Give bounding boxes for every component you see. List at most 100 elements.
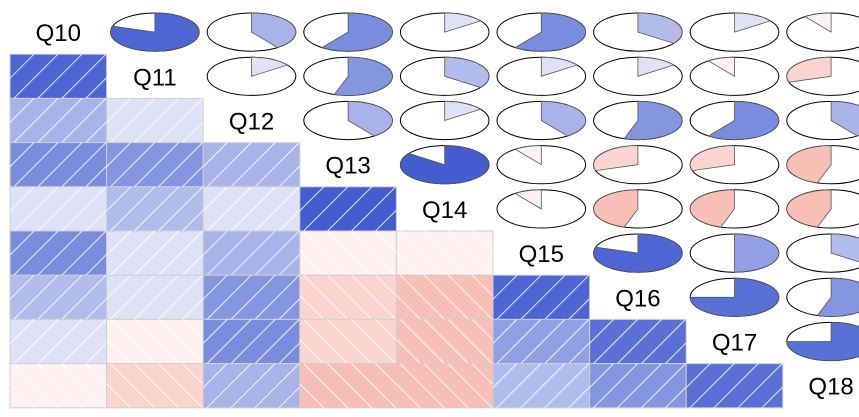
shade-hatch-line (13, 319, 59, 364)
shade-hatch-line (396, 383, 421, 409)
variable-label-q12: Q12 (229, 109, 274, 136)
shade-hatch-line (471, 274, 494, 297)
shade-hatch-line (85, 77, 107, 99)
shade-hatch-line (278, 386, 301, 409)
shade-hatch-line (110, 142, 155, 188)
variable-label-q18: Q18 (808, 374, 853, 401)
shade-hatch-line (106, 186, 131, 212)
shade-hatch-line (593, 363, 638, 409)
shade-hatch-line (278, 298, 301, 320)
shade-hatch-line (351, 186, 397, 232)
shade-hatch-line (106, 230, 131, 256)
shade-hatch-line (13, 98, 59, 143)
pie-slice (623, 100, 683, 140)
shade-hatch-line (299, 295, 325, 320)
pie-slice (321, 12, 393, 52)
shade-hatch-line (85, 298, 107, 320)
shade-hatch-line (13, 363, 59, 409)
pie-slice (400, 145, 490, 185)
shade-hatch-line (206, 274, 252, 320)
shade-hatch-line (134, 98, 179, 143)
shade-hatch-line (278, 165, 301, 188)
shade-hatch-line (182, 363, 204, 385)
shade-hatch-line (106, 142, 131, 167)
shade-hatch-line (230, 186, 276, 232)
shade-hatch-line (589, 319, 614, 344)
shade-hatch-line (158, 98, 203, 143)
shade-hatch-line (182, 319, 204, 341)
shade-hatch-line (568, 342, 590, 364)
shade-hatch-line (496, 363, 542, 409)
shade-hatch-line (206, 363, 252, 409)
shade-hatch-line (230, 230, 276, 276)
shade-hatch-line (230, 363, 276, 409)
shade-hatch-line (106, 274, 131, 300)
shade-hatch-line (158, 363, 203, 409)
shade-hatch-line (278, 342, 301, 364)
shade-hatch-line (303, 363, 349, 409)
shade-hatch-line (423, 274, 469, 320)
pie-slice (734, 233, 780, 273)
shade-hatch-line (544, 363, 590, 409)
shade-hatch-line (85, 209, 107, 232)
pie-slice (786, 56, 832, 83)
shade-hatch-line (182, 298, 204, 320)
shade-hatch-line (396, 339, 421, 364)
pie-slice (707, 100, 780, 140)
shade-hatch-line (299, 383, 325, 409)
shade-hatch-line (202, 186, 228, 212)
pie-slice (347, 100, 393, 137)
shade-hatch-line (520, 274, 566, 320)
shade-hatch-line (396, 295, 421, 320)
shade-hatch-line (520, 319, 566, 364)
shade-hatch-line (299, 186, 325, 212)
pie-slice (637, 12, 683, 44)
shade-hatch-line (254, 363, 300, 409)
pie-slice (637, 56, 675, 77)
variable-label-q15: Q15 (519, 241, 564, 268)
shade-hatch-line (9, 186, 35, 212)
shade-hatch-line (202, 274, 228, 300)
shade-hatch-line (61, 53, 107, 99)
pie-slice (804, 12, 832, 33)
shade-hatch-line (37, 319, 83, 364)
shade-hatch-line (37, 186, 83, 232)
shade-hatch-line (13, 230, 59, 276)
shade-hatch-line (85, 342, 107, 364)
shade-hatch-line (492, 274, 518, 300)
shade-hatch-line (544, 274, 590, 320)
shade-hatch-line (423, 319, 469, 364)
shade-hatch-line (665, 342, 687, 364)
shade-hatch-line (689, 363, 735, 409)
shade-hatch-line (254, 186, 300, 232)
shade-hatch-line (641, 319, 686, 364)
shade-hatch-line (13, 274, 59, 320)
shade-hatch-line (375, 319, 397, 341)
shade-hatch-line (9, 53, 35, 79)
shade-hatch-line (617, 319, 662, 364)
shade-hatch-line (254, 142, 300, 188)
pie-slice (689, 189, 735, 228)
shade-hatch-line (158, 186, 203, 232)
shade-hatch-line (182, 209, 204, 232)
shade-hatch-line (134, 186, 179, 232)
shade-hatch-line (471, 230, 494, 253)
shade-hatch-line (327, 274, 373, 320)
shade-hatch-line (375, 209, 397, 232)
shade-hatch-line (665, 386, 687, 409)
shade-hatch-line (85, 165, 107, 188)
shade-hatch-line (182, 254, 204, 276)
shade-hatch-line (85, 121, 107, 143)
shade-hatch-line (37, 142, 83, 188)
shade-cell (202, 142, 301, 188)
shade-hatch-line (396, 250, 421, 276)
shade-hatch-line (492, 319, 518, 344)
shade-hatch-line (61, 230, 107, 276)
shade-hatch-line (375, 274, 397, 297)
shade-hatch-line (13, 186, 59, 232)
shade-hatch-line (589, 363, 614, 388)
shade-hatch-line (61, 363, 107, 409)
shade-hatch-line (9, 142, 35, 167)
shade-hatch-line (206, 319, 252, 364)
shade-hatch-line (110, 363, 155, 409)
